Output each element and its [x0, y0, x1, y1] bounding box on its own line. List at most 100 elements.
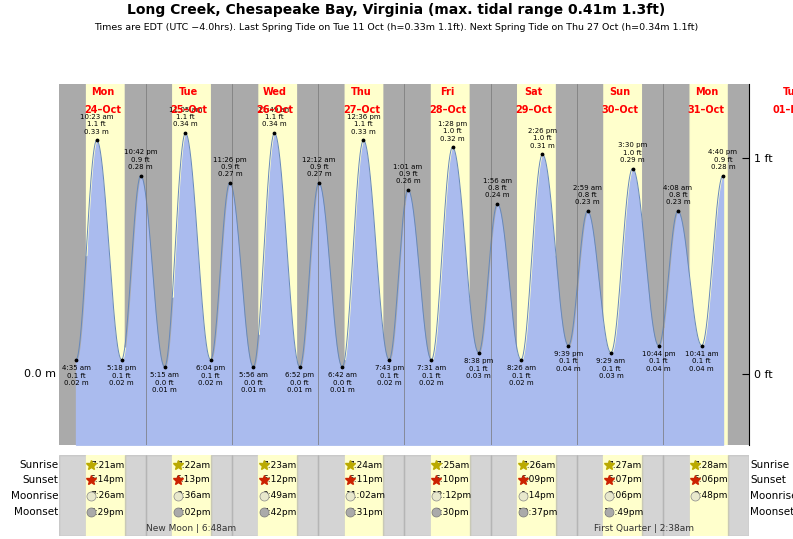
Text: 1:01 am
0.9 ft
0.26 m: 1:01 am 0.9 ft 0.26 m — [393, 164, 423, 184]
Text: Moonset: Moonset — [750, 507, 793, 517]
Text: Fri: Fri — [440, 87, 454, 97]
Bar — [211, 455, 232, 536]
Text: 4:08 am
0.8 ft
0.23 m: 4:08 am 0.8 ft 0.23 m — [664, 185, 692, 205]
Text: 5:56 am
0.0 ft
0.01 m: 5:56 am 0.0 ft 0.01 m — [239, 372, 268, 393]
Text: Mon: Mon — [695, 87, 718, 97]
Text: 6:52 pm
0.0 ft
0.01 m: 6:52 pm 0.0 ft 0.01 m — [285, 372, 314, 393]
Bar — [690, 84, 729, 445]
Bar — [729, 84, 749, 445]
Text: Sunset: Sunset — [23, 475, 59, 485]
Text: Sunset: Sunset — [750, 475, 786, 485]
Bar — [556, 455, 577, 536]
Text: 11:49 am
1.1 ft
0.34 m: 11:49 am 1.1 ft 0.34 m — [258, 107, 291, 127]
Text: 6:10pm: 6:10pm — [435, 475, 469, 484]
Text: 2:26 pm
1.0 ft
0.31 m: 2:26 pm 1.0 ft 0.31 m — [528, 128, 557, 149]
Text: 27–Oct: 27–Oct — [343, 105, 380, 115]
Text: Thu: Thu — [351, 87, 372, 97]
Bar — [491, 455, 517, 536]
Text: 7:25am: 7:25am — [435, 461, 469, 469]
Bar — [59, 84, 86, 445]
Text: 29–Oct: 29–Oct — [515, 105, 552, 115]
Text: 7:26am: 7:26am — [90, 492, 124, 500]
Text: 2:48pm: 2:48pm — [693, 492, 728, 500]
Bar — [318, 84, 345, 445]
Text: 26–Oct: 26–Oct — [257, 105, 293, 115]
Bar — [642, 455, 663, 536]
Text: 24–Oct: 24–Oct — [84, 105, 121, 115]
Text: 11:05 am
1.1 ft
0.34 m: 11:05 am 1.1 ft 0.34 m — [169, 107, 202, 127]
Text: 7:23am: 7:23am — [262, 461, 297, 469]
Bar — [690, 455, 729, 536]
Text: 6:04 pm
0.1 ft
0.02 m: 6:04 pm 0.1 ft 0.02 m — [196, 365, 225, 386]
Text: 5:18 pm
0.1 ft
0.02 m: 5:18 pm 0.1 ft 0.02 m — [107, 365, 136, 386]
Bar — [318, 455, 345, 536]
Text: 31–Oct: 31–Oct — [688, 105, 725, 115]
Bar — [469, 84, 491, 445]
Bar — [663, 84, 690, 445]
Text: 11:49pm: 11:49pm — [604, 508, 645, 516]
Text: 6:14pm: 6:14pm — [90, 475, 125, 484]
Text: 9:30pm: 9:30pm — [435, 508, 469, 516]
Text: 6:29pm: 6:29pm — [90, 508, 125, 516]
Text: 6:12pm: 6:12pm — [262, 475, 297, 484]
Text: Moonset: Moonset — [14, 507, 59, 517]
Bar — [577, 84, 603, 445]
Text: Sunrise: Sunrise — [750, 460, 789, 470]
Text: 7:42pm: 7:42pm — [262, 508, 297, 516]
Bar — [642, 84, 663, 445]
Text: 8:36am: 8:36am — [176, 492, 210, 500]
Text: Sunrise: Sunrise — [20, 460, 59, 470]
Bar — [59, 455, 86, 536]
Text: 30–Oct: 30–Oct — [602, 105, 638, 115]
Text: 7:22am: 7:22am — [176, 461, 210, 469]
Bar — [86, 84, 125, 445]
Bar — [345, 84, 384, 445]
Text: 8:31pm: 8:31pm — [348, 508, 383, 516]
Text: 7:02pm: 7:02pm — [176, 508, 210, 516]
Bar — [125, 455, 146, 536]
Text: Moonrise: Moonrise — [750, 491, 793, 501]
Bar — [431, 84, 469, 445]
Bar — [404, 455, 431, 536]
Bar — [297, 84, 318, 445]
Text: 12:12pm: 12:12pm — [432, 492, 472, 500]
Bar — [232, 455, 259, 536]
Text: 1:56 am
0.8 ft
0.24 m: 1:56 am 0.8 ft 0.24 m — [483, 178, 512, 198]
Text: 10:37pm: 10:37pm — [518, 508, 558, 516]
Text: 9:49am: 9:49am — [262, 492, 297, 500]
Text: 0.0 m: 0.0 m — [24, 369, 56, 379]
Text: 7:31 am
0.1 ft
0.02 m: 7:31 am 0.1 ft 0.02 m — [417, 365, 446, 386]
Bar — [469, 455, 491, 536]
Text: 11:26 pm
0.9 ft
0.27 m: 11:26 pm 0.9 ft 0.27 m — [213, 156, 247, 177]
Bar — [211, 84, 232, 445]
Bar — [517, 84, 556, 445]
Bar — [125, 84, 146, 445]
Bar — [297, 455, 318, 536]
Bar — [146, 455, 172, 536]
Text: 1:14pm: 1:14pm — [521, 492, 555, 500]
Text: 7:43 pm
0.1 ft
0.02 m: 7:43 pm 0.1 ft 0.02 m — [374, 365, 404, 386]
Bar — [603, 455, 642, 536]
Text: 10:42 pm
0.9 ft
0.28 m: 10:42 pm 0.9 ft 0.28 m — [124, 149, 158, 170]
Text: 6:11pm: 6:11pm — [348, 475, 383, 484]
Text: 10:44 pm
0.1 ft
0.04 m: 10:44 pm 0.1 ft 0.04 m — [642, 351, 676, 372]
Bar — [345, 455, 384, 536]
Bar — [663, 455, 690, 536]
Text: Wed: Wed — [263, 87, 287, 97]
Bar — [729, 455, 749, 536]
Text: Sun: Sun — [610, 87, 630, 97]
Text: 6:09pm: 6:09pm — [521, 475, 555, 484]
Text: 2:06pm: 2:06pm — [607, 492, 642, 500]
Text: Moonrise: Moonrise — [11, 491, 59, 501]
Text: Tue: Tue — [179, 87, 198, 97]
Text: 7:21am: 7:21am — [90, 461, 124, 469]
Text: Times are EDT (UTC −4.0hrs). Last Spring Tide on Tue 11 Oct (h=0.33m 1.1ft). Nex: Times are EDT (UTC −4.0hrs). Last Spring… — [94, 23, 699, 32]
Text: 1:28 pm
1.0 ft
0.32 m: 1:28 pm 1.0 ft 0.32 m — [438, 121, 467, 142]
Text: Long Creek, Chesapeake Bay, Virginia (max. tidal range 0.41m 1.3ft): Long Creek, Chesapeake Bay, Virginia (ma… — [128, 3, 665, 17]
Bar — [517, 455, 556, 536]
Bar — [431, 455, 469, 536]
Bar — [577, 455, 603, 536]
Bar — [384, 455, 404, 536]
Text: 01–Nov: 01–Nov — [772, 105, 793, 115]
Text: 6:42 am
0.0 ft
0.01 m: 6:42 am 0.0 ft 0.01 m — [328, 372, 357, 393]
